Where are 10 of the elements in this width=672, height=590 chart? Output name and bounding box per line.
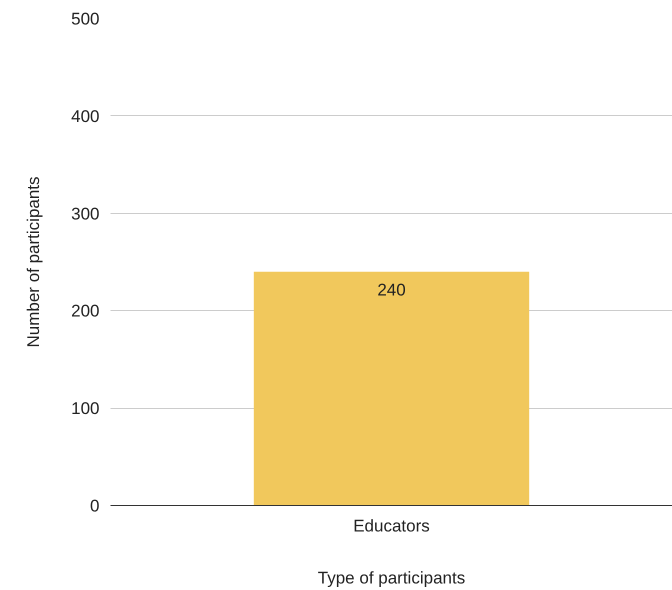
y-tick-label: 0 xyxy=(90,496,100,516)
data-label: 240 xyxy=(377,280,406,300)
y-tick-label: 300 xyxy=(71,204,100,224)
x-tick-label: Educators xyxy=(353,516,430,536)
y-tick-label: 100 xyxy=(71,399,100,418)
y-tick-label: 200 xyxy=(71,302,100,321)
y-tick-label: 500 xyxy=(71,10,100,28)
y-axis-title: Number of participants xyxy=(24,176,44,348)
y-tick-label: 400 xyxy=(71,106,100,126)
x-axis-title: Type of participants xyxy=(318,568,466,588)
